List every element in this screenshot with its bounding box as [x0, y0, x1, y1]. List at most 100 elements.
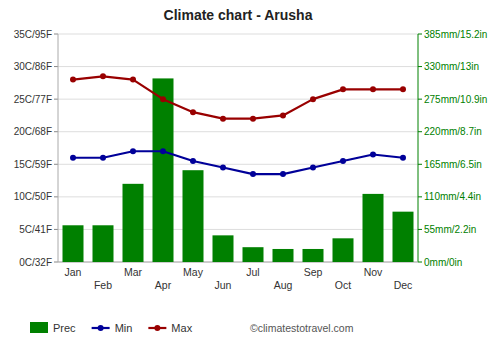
x-tick-label: Dec	[394, 279, 413, 291]
line	[73, 151, 403, 174]
y-tick-label: 35C/95F	[14, 29, 52, 40]
point	[280, 171, 286, 177]
x-tick-label: Mar	[124, 266, 143, 278]
point	[340, 158, 346, 164]
y2-tick-label: 165mm/6.5in	[424, 159, 482, 170]
y2-tick	[418, 229, 422, 230]
y2-tick	[418, 196, 422, 197]
point	[190, 158, 196, 164]
y2-tick	[418, 164, 422, 165]
plot-area	[63, 73, 414, 262]
y-tick	[54, 196, 58, 197]
point	[310, 96, 316, 102]
point	[280, 112, 286, 118]
legend-label: Prec	[53, 322, 76, 334]
point	[130, 77, 136, 83]
y2-tick-label: 330mm/13in	[424, 61, 479, 72]
y-tick-label: 20C/68F	[14, 126, 52, 137]
point	[400, 86, 406, 92]
x-tick-label: Nov	[364, 266, 383, 278]
bar	[393, 212, 414, 262]
x-tick-label: Jul	[246, 266, 259, 278]
x-tick-label: Aug	[274, 279, 293, 291]
bar	[153, 78, 174, 262]
grid	[58, 34, 418, 262]
y2-tick-label: 385mm/15.2in	[424, 29, 487, 40]
y-tick-label: 0C/32F	[19, 257, 52, 268]
point	[370, 86, 376, 92]
point	[220, 116, 226, 122]
bar	[363, 194, 384, 262]
y2-tick-label: 220mm/8.7in	[424, 126, 482, 137]
bar	[273, 249, 294, 262]
x-tick-label: Jan	[65, 266, 82, 278]
legend-marker	[98, 325, 104, 331]
grid-line	[58, 164, 418, 165]
point	[250, 171, 256, 177]
x-tick-label: Feb	[94, 279, 112, 291]
point	[310, 165, 316, 171]
line	[73, 76, 403, 118]
y-tick-label: 10C/50F	[14, 191, 52, 202]
x-tick-label: Jun	[215, 279, 232, 291]
y2-tick	[418, 99, 422, 100]
y2-tick	[418, 34, 422, 35]
point	[160, 96, 166, 102]
point	[130, 148, 136, 154]
y-tick	[54, 164, 58, 165]
axes: 0C/32F 5C/41F 10C/50F 15C/59F 20C/68F 25C/77F…	[14, 29, 488, 292]
point	[220, 165, 226, 171]
y-tick-label: 25C/77F	[14, 94, 52, 105]
bar	[303, 249, 324, 262]
point	[70, 155, 76, 161]
point	[70, 77, 76, 83]
y-tick	[54, 229, 58, 230]
y2-tick-label: 110mm/4.4in	[424, 191, 481, 202]
y-tick-label: 30C/86F	[14, 61, 52, 72]
x-tick-label: May	[183, 266, 204, 278]
point	[190, 109, 196, 115]
bar	[213, 235, 234, 262]
point	[100, 73, 106, 79]
y-tick	[54, 262, 58, 263]
grid-line	[58, 66, 418, 67]
grid-line	[58, 131, 418, 132]
point	[340, 86, 346, 92]
x-tick-label: Sep	[304, 266, 323, 278]
y2-tick	[418, 262, 422, 263]
y-tick-label: 15C/59F	[14, 159, 52, 170]
legend-marker	[154, 325, 160, 331]
y-axis-line	[58, 34, 59, 262]
y-tick	[54, 131, 58, 132]
grid-line	[58, 34, 418, 35]
y2-tick	[418, 131, 422, 132]
legend-label: Max	[171, 322, 192, 334]
bar	[63, 225, 84, 262]
point	[400, 155, 406, 161]
y-tick	[54, 34, 58, 35]
y-tick	[54, 99, 58, 100]
point	[250, 116, 256, 122]
chart: Climate chart - Arusha 0C/32F 5C/41F 10C/50…	[0, 0, 500, 350]
legend-swatch	[30, 322, 48, 333]
y2-tick	[418, 66, 422, 67]
y2-tick-label: 55mm/2.2in	[424, 224, 476, 235]
x-tick-label: Oct	[335, 279, 351, 291]
point	[370, 152, 376, 158]
bar	[333, 238, 354, 262]
y-tick	[54, 66, 58, 67]
bar	[183, 170, 204, 262]
bar	[123, 184, 144, 262]
point	[100, 155, 106, 161]
annotation: ©climatestotravel.com	[250, 322, 354, 334]
bar	[93, 225, 114, 262]
grid-line	[58, 99, 418, 100]
bar	[243, 247, 264, 262]
legend-label: Min	[115, 322, 133, 334]
y-tick-label: 5C/41F	[19, 224, 52, 235]
legend: Prec Min Max	[30, 322, 193, 334]
y2-tick-label: 0mm/0in	[424, 257, 462, 268]
x-tick-label: Apr	[155, 279, 172, 291]
y2-tick-label: 275mm/10.9in	[424, 94, 487, 105]
title: Climate chart - Arusha	[164, 7, 313, 23]
